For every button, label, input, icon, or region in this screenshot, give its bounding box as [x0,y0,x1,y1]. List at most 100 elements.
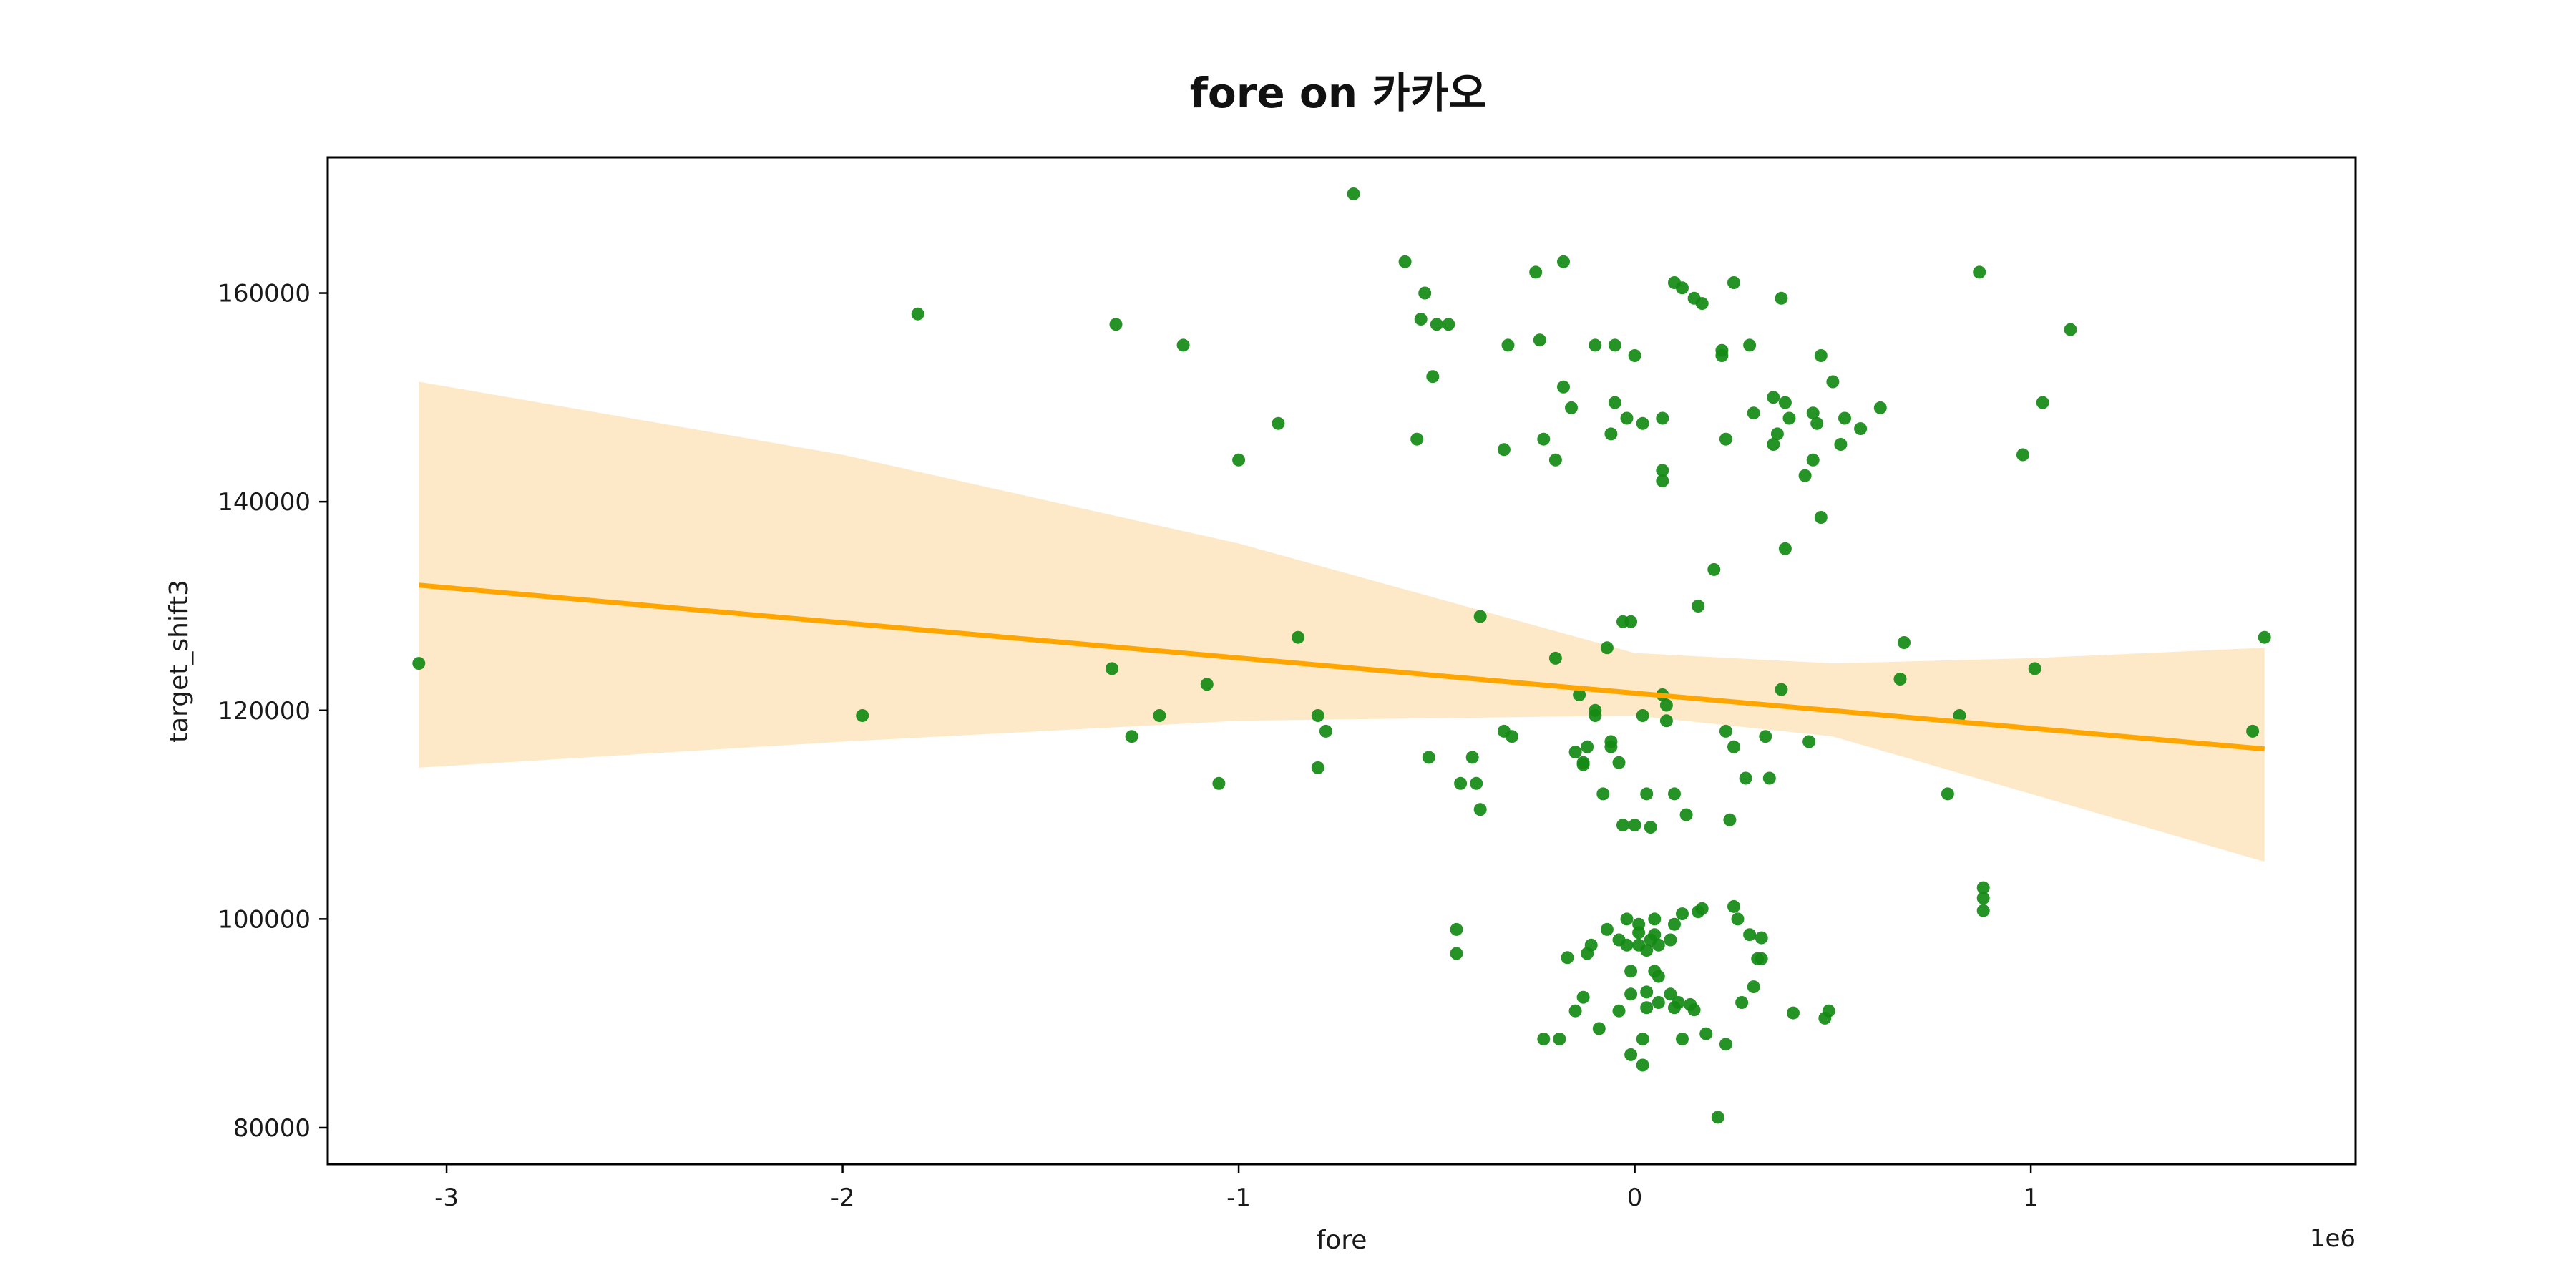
scatter-point [1727,276,1740,289]
scatter-point [1759,730,1772,743]
scatter-point [1608,338,1621,352]
scatter-point [1731,912,1745,926]
scatter-point [1109,318,1123,331]
scatter-point [1497,443,1511,457]
scatter-point [1612,756,1626,769]
scatter-point [1762,771,1776,785]
scatter-point [1600,641,1614,655]
scatter-point [2028,662,2041,675]
scatter-point [1640,1001,1654,1015]
scatter-point [1565,401,1578,414]
plot-area [412,187,2271,1124]
scatter-point [1636,416,1649,430]
scatter-point [1672,996,1685,1009]
y-tick-label: 140000 [218,488,311,517]
scatter-point [1589,338,1602,352]
scatter-point [1822,1004,1835,1018]
scatter-point [1568,746,1582,759]
scatter-point [1604,735,1618,748]
scatter-point [1648,928,1662,942]
x-tick-label: 0 [1627,1184,1643,1212]
scatter-point [1743,928,1757,942]
scatter-point [1692,600,1705,613]
scatter-point [1430,318,1443,331]
scatter-point [2258,630,2271,644]
scatter-point [1973,265,1986,279]
scatter-point [1589,703,1602,717]
scatter-point [1548,453,1562,467]
scatter-point [1719,724,1732,738]
scatter-point [1802,735,1816,748]
scatter-point [1798,469,1812,482]
scatter-point [1644,821,1657,834]
scatter-point [1806,453,1820,467]
scatter-point [1272,416,1285,430]
scatter-point [1699,1027,1713,1040]
scatter-point [2036,396,2049,409]
scatter-point [1652,996,1665,1009]
scatter-point [1414,313,1428,326]
scatter-point [1620,411,1634,425]
scatter-point [1687,1003,1701,1017]
scatter-point [1636,709,1649,722]
scatter-point [1767,391,1780,404]
scatter-point [1656,464,1669,477]
scatter-point [1529,265,1543,279]
scatter-point [1778,396,1792,409]
scatter-point [1976,881,1990,894]
scatter-point [1470,776,1483,790]
scatter-point [1814,349,1828,362]
scatter-point [1723,813,1737,826]
scatter-point [412,657,426,670]
scatter-point [1838,411,1851,425]
scatter-point [1755,931,1768,945]
scatter-point [1648,912,1662,926]
scatter-point [1506,730,1518,743]
scatter-point [1775,291,1788,305]
scatter-point [1636,1033,1649,1045]
scatter-point [2016,448,2029,462]
scatter-point [1743,338,1757,352]
scatter-point [1652,970,1665,983]
scatter-point [1668,917,1681,931]
scatter-point [1620,912,1634,926]
scatter-point [1814,511,1828,524]
scatter-point [1422,751,1435,764]
scatter-point [1640,944,1654,957]
scatter-point [1735,996,1749,1009]
scatter-point [1810,416,1824,430]
scatter-point [1608,396,1621,409]
scatter-point [1826,375,1840,389]
scatter-point [1624,1048,1638,1061]
scatter-point [1782,411,1796,425]
scatter-point [1893,673,1907,686]
scatter-point [1501,338,1515,352]
scatter-point [1319,724,1332,738]
scatter-point [1747,980,1760,994]
scatter-point [1719,432,1732,446]
scatter-point [1664,933,1677,947]
y-axis-label: target_shift3 [165,580,194,743]
scatter-point [1465,751,1479,764]
scatter-point [1473,803,1487,816]
scatter-point [1176,338,1190,352]
scatter-point [1576,758,1590,771]
scatter-point [1624,965,1638,978]
scatter-point [1473,610,1487,623]
scatter-point [1676,1033,1689,1045]
scatter-point [1659,714,1673,728]
scatter-point [1624,615,1638,628]
scatter-point [1656,474,1669,487]
scatter-point [1976,904,1990,917]
scatter-point [1557,380,1570,394]
x-tick-label: 1 [2023,1184,2039,1212]
scatter-point [911,307,924,321]
scatter-point [1755,952,1768,965]
y-tick-label: 80000 [233,1114,311,1143]
scatter-point [1592,1022,1606,1035]
scatter-point [1347,187,1360,200]
scatter-point [1656,411,1669,425]
scatter-point [1450,922,1463,936]
scatter-point [1568,1004,1582,1018]
scatter-point [1652,938,1665,952]
